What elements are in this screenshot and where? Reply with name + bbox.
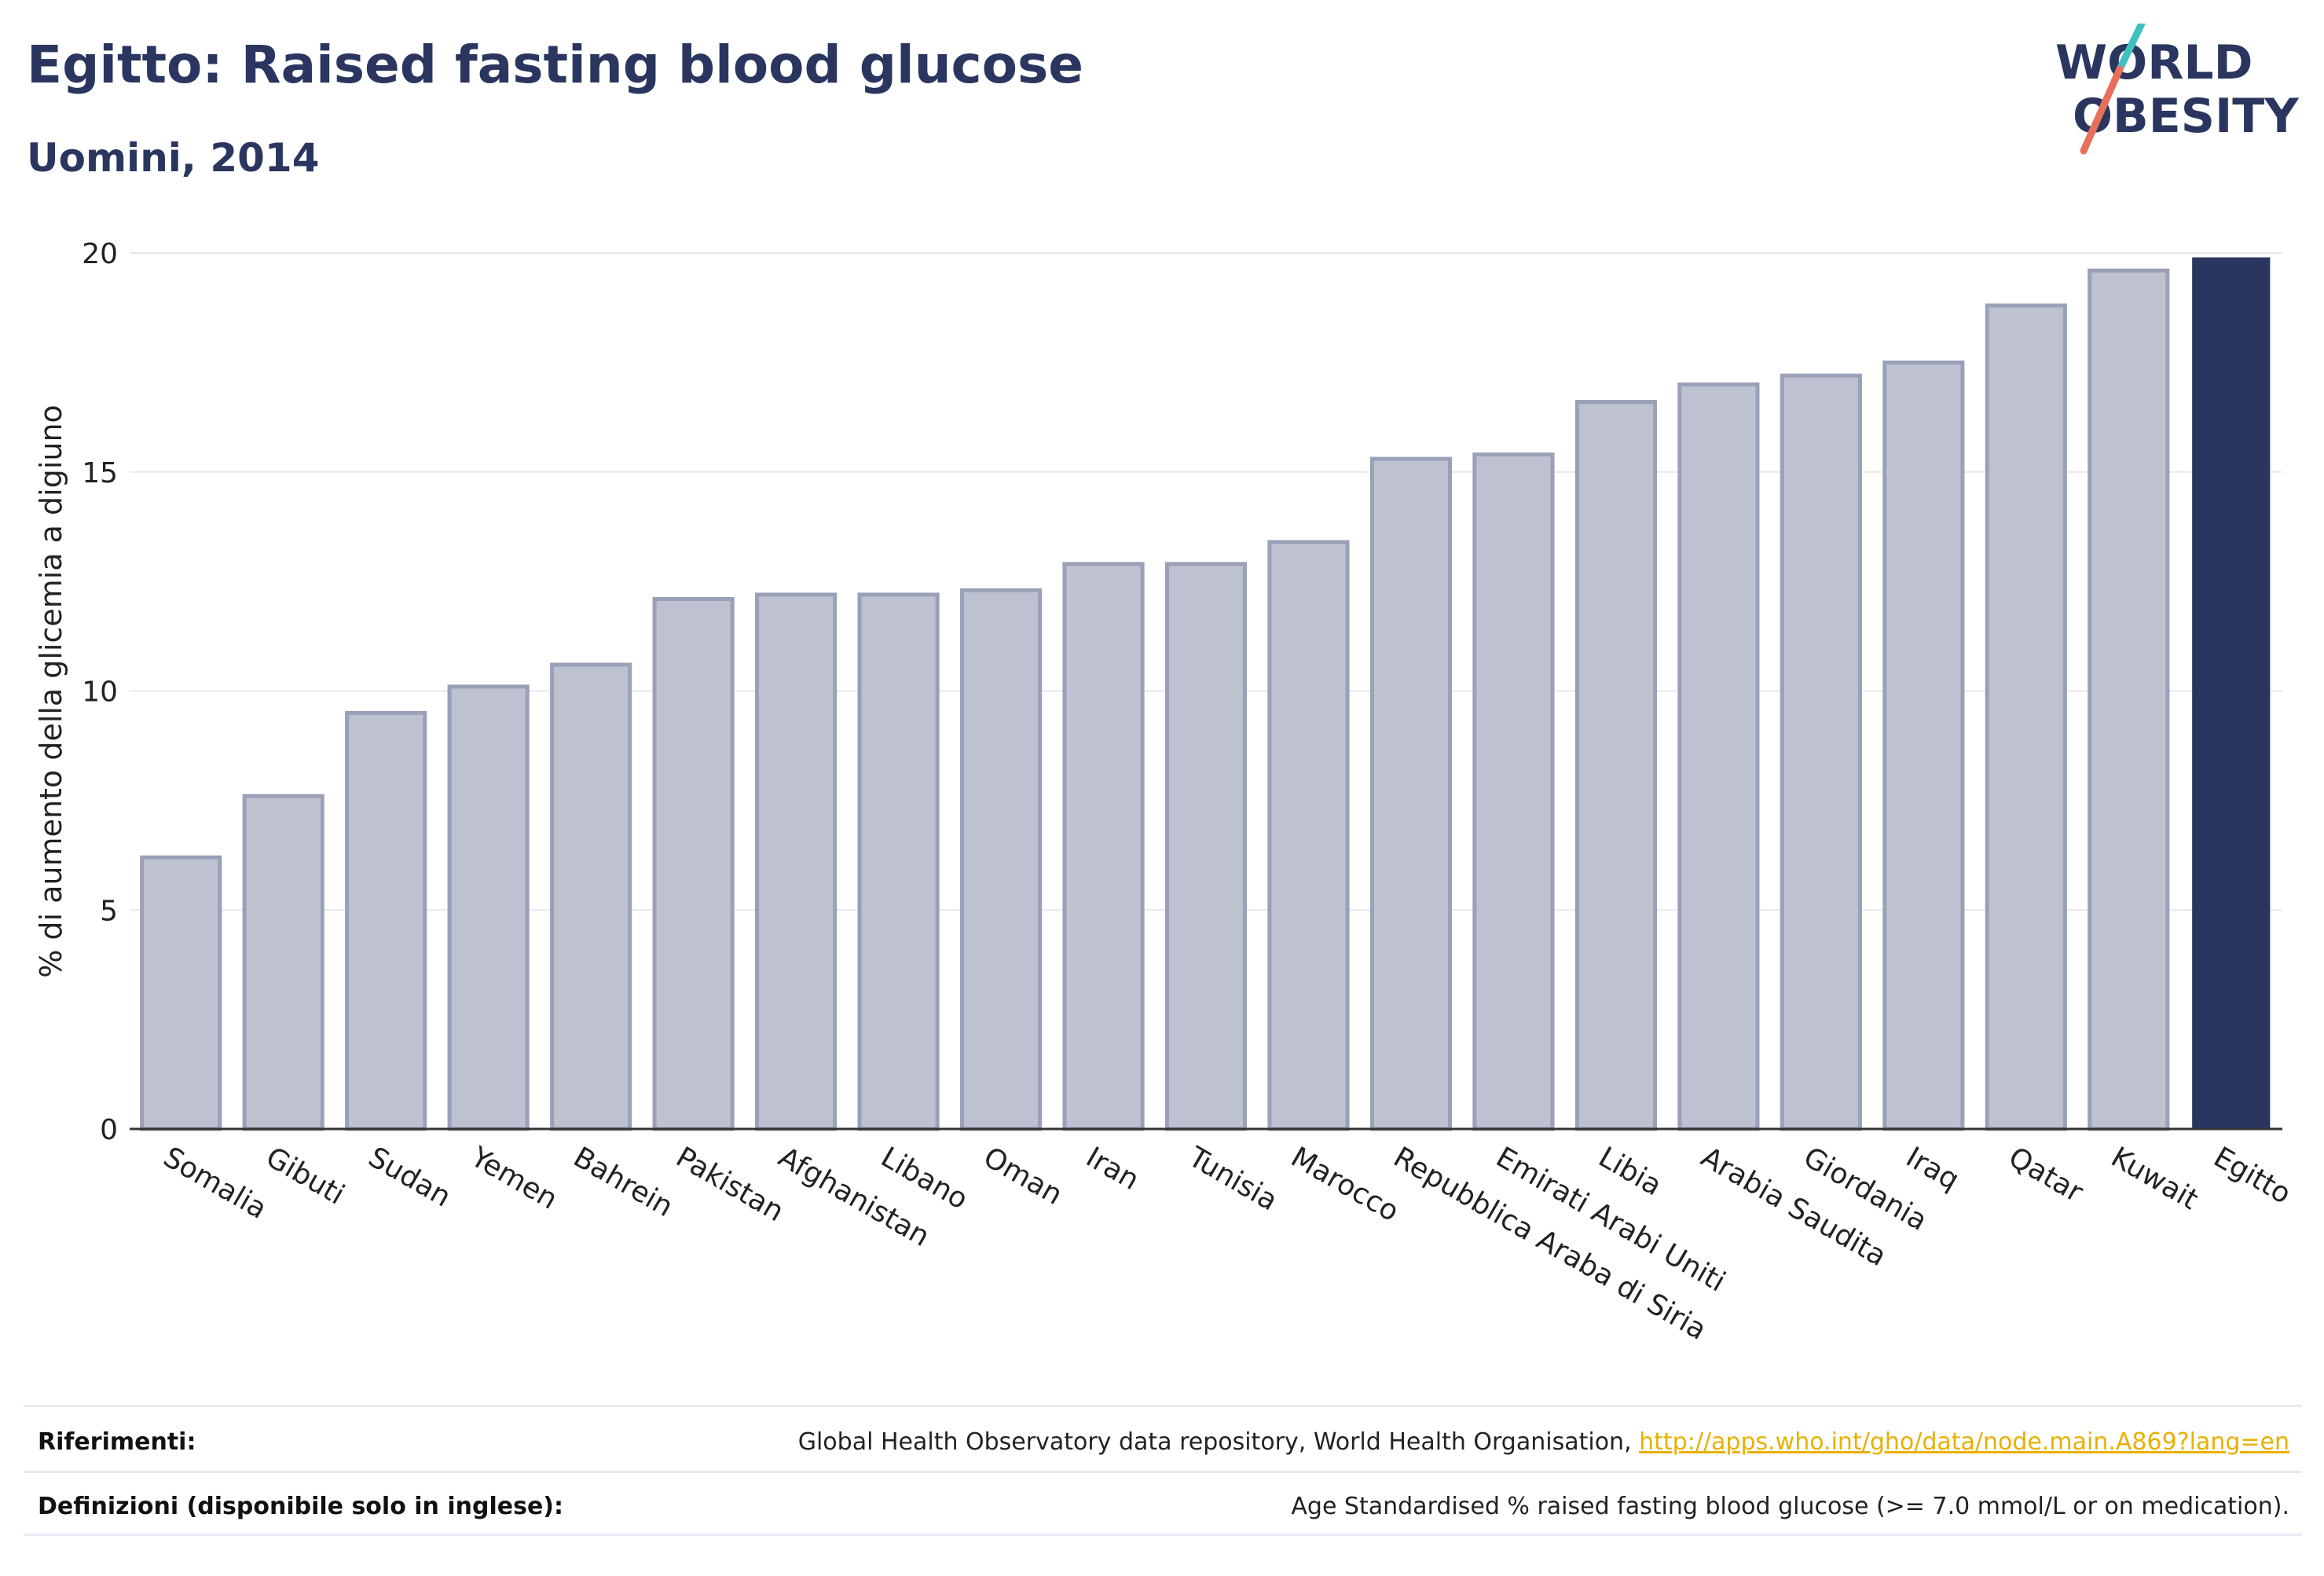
references-value: Global Health Observatory data repositor… [798,1428,2289,1456]
chart-title: Egitto: Raised fasting blood glucose [27,35,1084,95]
x-tick-label: Kuwait [2106,1141,2204,1216]
x-tick-label: Oman [978,1141,1068,1211]
bar-somalia [140,855,222,1131]
x-tick-label: Tunisia [1182,1141,1283,1217]
definitions-label: Definizioni (disponibile solo in inglese… [38,1493,563,1520]
bar-emirati-arabi-uniti [1472,452,1555,1131]
y-tick-label: 20 [82,238,118,270]
bar-yemen [447,684,530,1131]
bar-iran [1062,562,1145,1131]
y-tick-label: 5 [100,895,118,927]
bar-egitto [2192,257,2271,1130]
x-tick-label: Yemen [465,1141,563,1216]
x-tick-label: Somalia [158,1141,272,1226]
x-tick-label: Marocco [1285,1141,1404,1228]
logo-slash-top [2116,24,2146,73]
x-tick-label: Qatar [2003,1141,2088,1208]
bar-tunisia [1164,562,1248,1131]
x-tick-label: Bahrein [568,1141,678,1223]
bar-bahrein [550,662,632,1131]
bar-pakistan [652,596,735,1131]
references-link[interactable]: http://apps.who.int/gho/data/node.main.A… [1639,1428,2289,1456]
x-tick-label: Sudan [363,1141,456,1213]
x-tick-label: Iraq [1901,1141,1964,1197]
bar-sudan [345,710,427,1131]
x-tick-label: Iran [1080,1141,1144,1197]
bar-giordania [1780,373,1862,1131]
logo-slash-bottom [2080,65,2124,155]
references-label: Riferimenti: [38,1428,196,1456]
y-tick-label: 0 [100,1114,118,1146]
world-obesity-logo: WORLD OBESITY [2055,24,2300,155]
x-tick-label: Gibuti [260,1141,350,1211]
footer-divider-top [24,1405,2302,1407]
bar-repubblica-araba-di-siria [1369,456,1453,1131]
y-tick-label: 10 [82,676,118,709]
bar-marocco [1267,540,1350,1131]
x-tick-label: Arabia Saudita [1695,1141,1892,1273]
y-axis-ticks: 0 5 10 15 20 [82,238,118,1146]
y-axis-label: % di aumento della glicemia a digiuno [34,405,68,978]
y-tick-label: 15 [82,457,118,489]
bar-libia [1574,400,1657,1131]
bar-gibuti [242,793,324,1131]
footer-divider-middle [24,1471,2302,1473]
footer-divider-bottom [24,1534,2302,1536]
chart-subtitle: Uomini, 2014 [27,135,320,181]
bar-afghanistan [755,592,838,1131]
x-tick-label: Egitto [2208,1141,2296,1210]
definitions-value: Age Standardised % raised fasting blood … [1291,1493,2289,1520]
bar-iraq [1882,360,1965,1131]
references-text: Global Health Observatory data repositor… [797,1428,1640,1456]
bar-libano [857,592,940,1131]
bar-arabia-saudita [1677,382,1760,1131]
logo-line1: WORLD [2055,35,2253,90]
bars [140,257,2271,1131]
bar-oman [959,588,1043,1131]
bar-qatar [1985,303,2067,1131]
x-tick-label: Pakistan [670,1141,789,1228]
bar-kuwait [2088,268,2170,1131]
x-tick-label: Libia [1593,1141,1667,1202]
